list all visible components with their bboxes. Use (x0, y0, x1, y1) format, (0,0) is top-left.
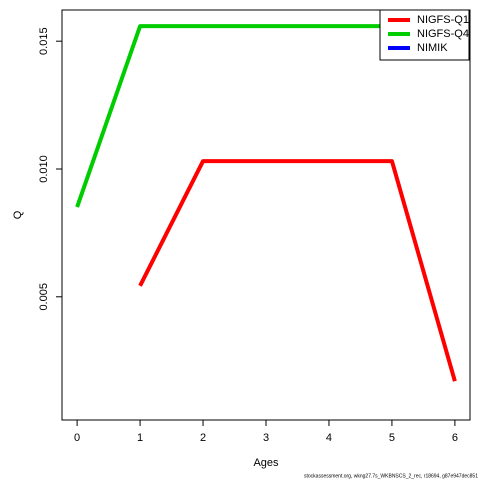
legend-label: NIGFS-Q4 (417, 28, 469, 40)
legend-label: NIMIK (417, 42, 448, 54)
x-tick-label: 1 (137, 432, 143, 444)
x-tick-label: 5 (389, 432, 395, 444)
legend-label: NIGFS-Q1 (417, 14, 469, 26)
footnote: stockassessment.org, wkng27.7s_WKBNSCS_2… (304, 473, 478, 479)
y-tick-label: 0.015 (38, 27, 50, 55)
x-tick-label: 4 (326, 432, 332, 444)
x-tick-label: 6 (452, 432, 458, 444)
series-line (138, 159, 457, 382)
y-axis-label: Q (12, 210, 24, 219)
y-tick-label: 0.010 (38, 155, 50, 183)
x-tick-label: 2 (200, 432, 206, 444)
x-tick-label: 3 (263, 432, 269, 444)
y-tick-label: 0.005 (38, 283, 50, 311)
x-tick-label: 0 (74, 432, 80, 444)
x-axis-label: Ages (253, 457, 279, 469)
